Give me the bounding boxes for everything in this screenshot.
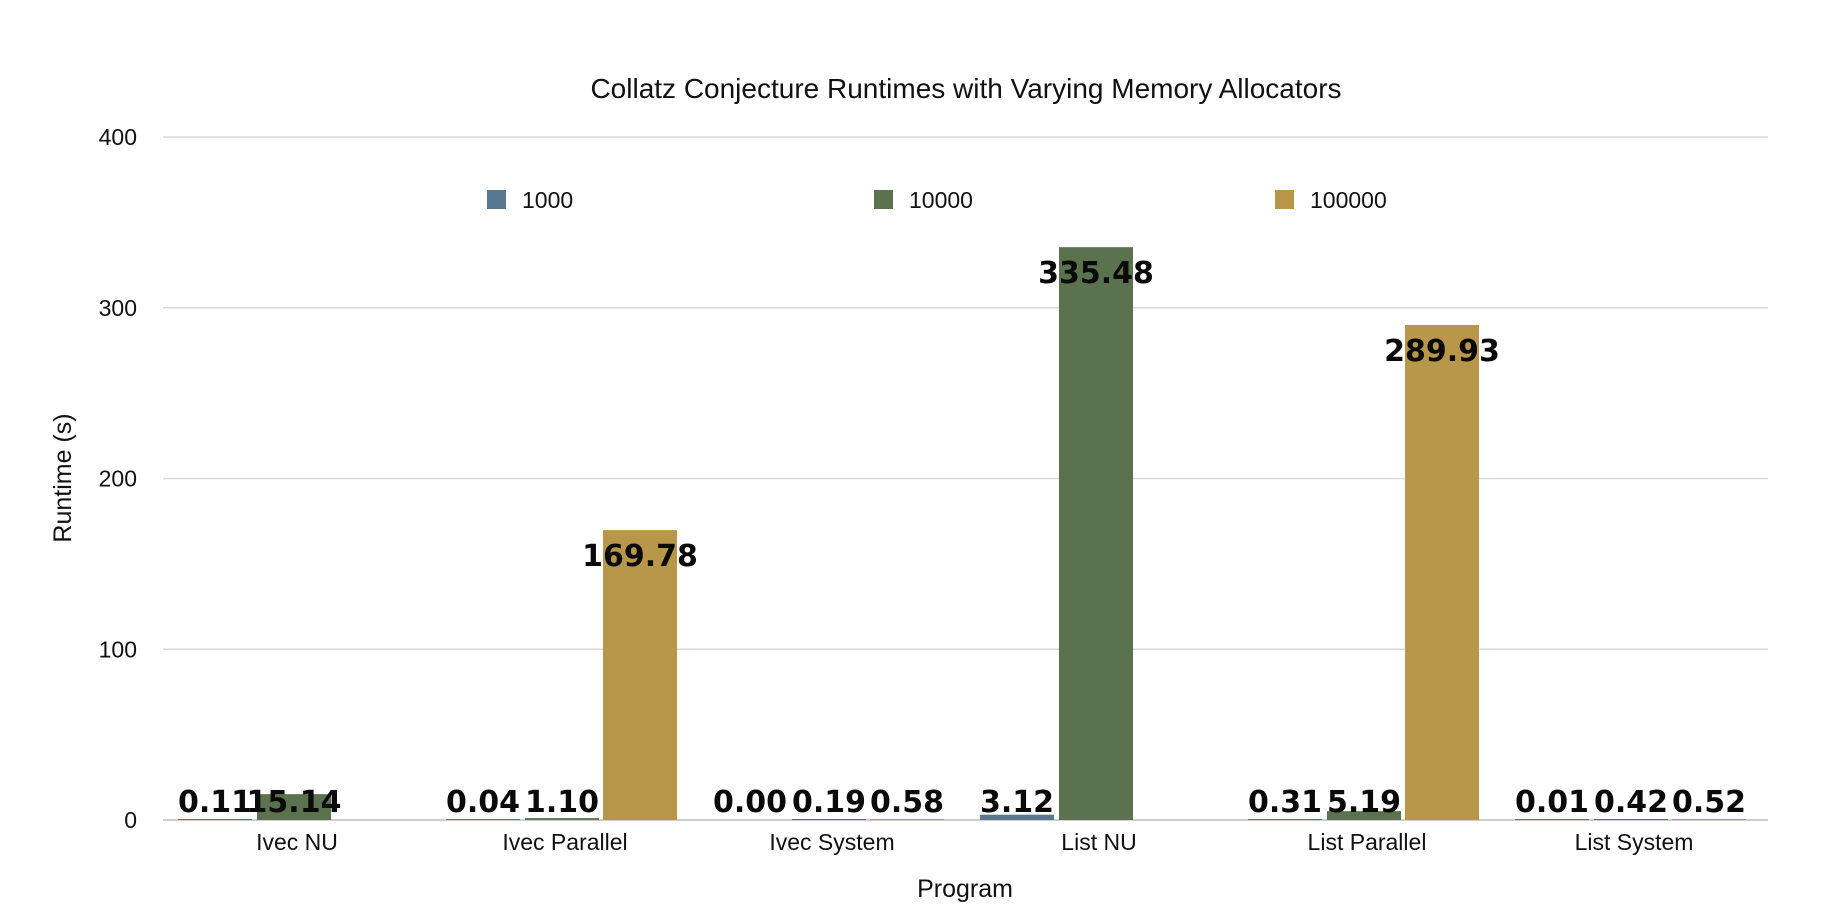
legend-label: 10000 [909, 187, 973, 213]
bar-100000-ivec-parallel [603, 530, 677, 820]
bar-1000-ivec-parallel [446, 819, 520, 820]
bar-10000-ivec-nu [257, 794, 331, 820]
data-label: 0.42 [1594, 785, 1668, 820]
data-label: 1.10 [525, 785, 599, 820]
legend: 1000 10000 100000 [487, 187, 1387, 213]
legend-label: 100000 [1310, 187, 1387, 213]
chart-title: Collatz Conjecture Runtimes with Varying… [590, 73, 1341, 104]
bar-10000-list-system [1594, 819, 1668, 820]
y-axis-title: Runtime (s) [49, 413, 77, 542]
bar-1000-list-system [1515, 819, 1589, 820]
bar-1000-list-nu [980, 814, 1054, 820]
bar-100000-ivec-system [870, 819, 944, 820]
data-label: 0.00 [713, 785, 787, 820]
y-axis-ticks: 0 100 200 300 400 [99, 124, 137, 833]
bars [178, 247, 1746, 820]
data-label: 0.19 [792, 785, 866, 820]
x-category-label: List Parallel [1308, 829, 1427, 855]
legend-item: 10000 [874, 187, 973, 213]
bar-100000-list-parallel [1405, 324, 1479, 820]
y-tick-label: 300 [99, 295, 137, 321]
y-tick-label: 100 [99, 636, 137, 662]
data-label: 0.01 [1515, 785, 1589, 820]
bar-10000-ivec-system [792, 819, 866, 820]
x-category-label: Ivec NU [256, 829, 338, 855]
legend-swatch [874, 190, 893, 209]
data-label: 0.11 [178, 785, 252, 820]
legend-label: 1000 [522, 187, 573, 213]
bar-10000-list-nu [1059, 247, 1133, 820]
y-tick-label: 200 [99, 466, 137, 492]
y-tick-label: 400 [99, 124, 137, 150]
bar-100000-list-system [1672, 819, 1746, 820]
bar-1000-list-parallel [1248, 819, 1322, 820]
data-label: 0.58 [870, 785, 944, 820]
x-category-label: Ivec Parallel [502, 829, 627, 855]
bar-10000-ivec-parallel [525, 818, 599, 820]
legend-item: 1000 [487, 187, 573, 213]
data-label: 335.48 [1038, 256, 1154, 291]
data-label: 169.78 [582, 539, 698, 574]
data-label: 0.52 [1672, 785, 1746, 820]
data-label: 0.04 [446, 785, 520, 820]
x-axis-categories: Ivec NU Ivec Parallel Ivec System List NU Li… [256, 829, 1693, 855]
x-category-label: Ivec System [769, 829, 894, 855]
data-label: 289.93 [1384, 334, 1500, 369]
x-category-label: List NU [1061, 829, 1136, 855]
data-label: 5.19 [1327, 785, 1401, 820]
gridlines [163, 136, 1768, 821]
y-tick-label: 0 [124, 807, 137, 833]
data-labels: 0.11 0.04 0.00 3.12 0.31 0.01 15.14 1.10 0.19 335… [178, 256, 1746, 820]
legend-item: 100000 [1275, 187, 1387, 213]
bar-10000-list-parallel [1327, 811, 1401, 820]
x-axis-title: Program [917, 875, 1013, 903]
data-label: 0.31 [1248, 785, 1322, 820]
data-label: 15.14 [247, 785, 342, 820]
x-category-label: List System [1575, 829, 1694, 855]
legend-swatch [487, 190, 506, 209]
data-label: 3.12 [980, 785, 1054, 820]
bar-1000-ivec-nu [178, 819, 252, 820]
legend-swatch [1275, 190, 1294, 209]
